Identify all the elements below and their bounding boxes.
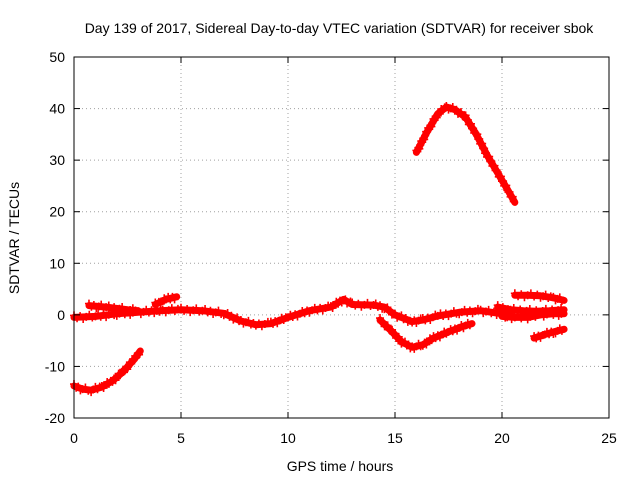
- y-tick-label: -10: [45, 358, 65, 374]
- point-arc-morning-low: [135, 350, 144, 359]
- x-tick-label: 25: [601, 430, 617, 446]
- point-arc-baseline-main: [346, 297, 355, 306]
- point-arc-afternoon-dip: [383, 321, 392, 330]
- point-arc-late-low: [557, 326, 566, 335]
- point-arc-afternoon-peak: [485, 152, 494, 161]
- point-arc-afternoon-peak: [502, 181, 511, 190]
- point-arc-afternoon-peak: [420, 135, 429, 144]
- series-layer: [70, 102, 568, 397]
- grid: [74, 57, 609, 418]
- point-arc-afternoon-peak: [427, 122, 436, 131]
- y-tick-label: 0: [57, 307, 65, 323]
- point-arc-afternoon-peak: [463, 115, 472, 124]
- point-arc-afternoon-peak: [493, 168, 502, 177]
- point-arc-afternoon-peak: [496, 172, 505, 181]
- x-tick-label: 5: [177, 430, 185, 446]
- point-arc-afternoon-peak: [415, 144, 424, 153]
- series-arc-afternoon-peak: [412, 103, 519, 206]
- point-arc-afternoon-peak: [475, 134, 484, 143]
- point-arc-morning-low: [123, 365, 132, 374]
- plot-border: [73, 56, 610, 419]
- chart-title: Day 139 of 2017, Sidereal Day-to-day VTE…: [85, 20, 595, 36]
- point-arc-late-base: [557, 309, 566, 318]
- point-arc-afternoon-peak: [487, 157, 496, 166]
- point-arc-afternoon-peak: [461, 111, 470, 120]
- y-tick-label: 30: [49, 152, 65, 168]
- y-tick-label: 50: [49, 49, 65, 65]
- point-arc-afternoon-peak: [478, 139, 487, 148]
- y-tick-label: 20: [49, 204, 65, 220]
- x-tick-label: 0: [70, 430, 78, 446]
- point-arc-afternoon-peak: [492, 166, 501, 175]
- y-tick-label: 10: [49, 255, 65, 271]
- point-arc-afternoon-peak: [480, 144, 489, 153]
- point-arc-afternoon-dip: [465, 321, 474, 330]
- x-tick-label: 10: [280, 430, 296, 446]
- y-tick-label: -20: [45, 410, 65, 426]
- point-arc-bump-h4: [160, 294, 169, 303]
- x-tick-label: 20: [494, 430, 510, 446]
- x-tick-label: 15: [387, 430, 403, 446]
- point-arc-late-upper: [557, 296, 566, 305]
- point-arc-afternoon-peak: [505, 187, 514, 196]
- point-arc-morning-low: [133, 349, 142, 358]
- point-arc-afternoon-dip: [394, 332, 403, 341]
- point-arc-afternoon-peak: [499, 177, 508, 186]
- point-arc-afternoon-peak: [509, 197, 518, 206]
- y-axis-label: SDTVAR / TECUs: [6, 182, 22, 294]
- point-arc-afternoon-peak: [473, 130, 482, 139]
- point-arc-afternoon-peak: [469, 124, 478, 133]
- point-arc-afternoon-peak: [466, 119, 475, 128]
- point-arc-afternoon-peak: [432, 113, 441, 122]
- axis-ticks: 0 5 10 15 20 25 -20 -10 0 10 20 30 40 50: [45, 49, 617, 446]
- point-arc-afternoon-peak: [490, 161, 499, 170]
- x-axis-label: GPS time / hours: [287, 458, 394, 474]
- point-arc-baseline-upper: [131, 307, 140, 316]
- point-arc-bump-h4: [170, 295, 179, 304]
- y-tick-label: 40: [49, 101, 65, 117]
- point-arc-afternoon-peak: [508, 192, 517, 201]
